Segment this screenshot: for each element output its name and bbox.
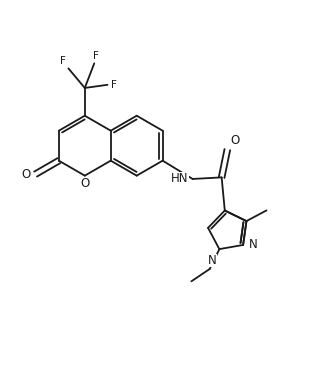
Text: N: N [208, 254, 217, 267]
Text: F: F [111, 80, 117, 90]
Text: F: F [93, 51, 99, 61]
Text: O: O [230, 134, 240, 147]
Text: N: N [249, 239, 257, 251]
Text: O: O [22, 168, 31, 181]
Text: O: O [80, 177, 90, 190]
Text: F: F [60, 56, 66, 66]
Text: HN: HN [171, 173, 189, 185]
